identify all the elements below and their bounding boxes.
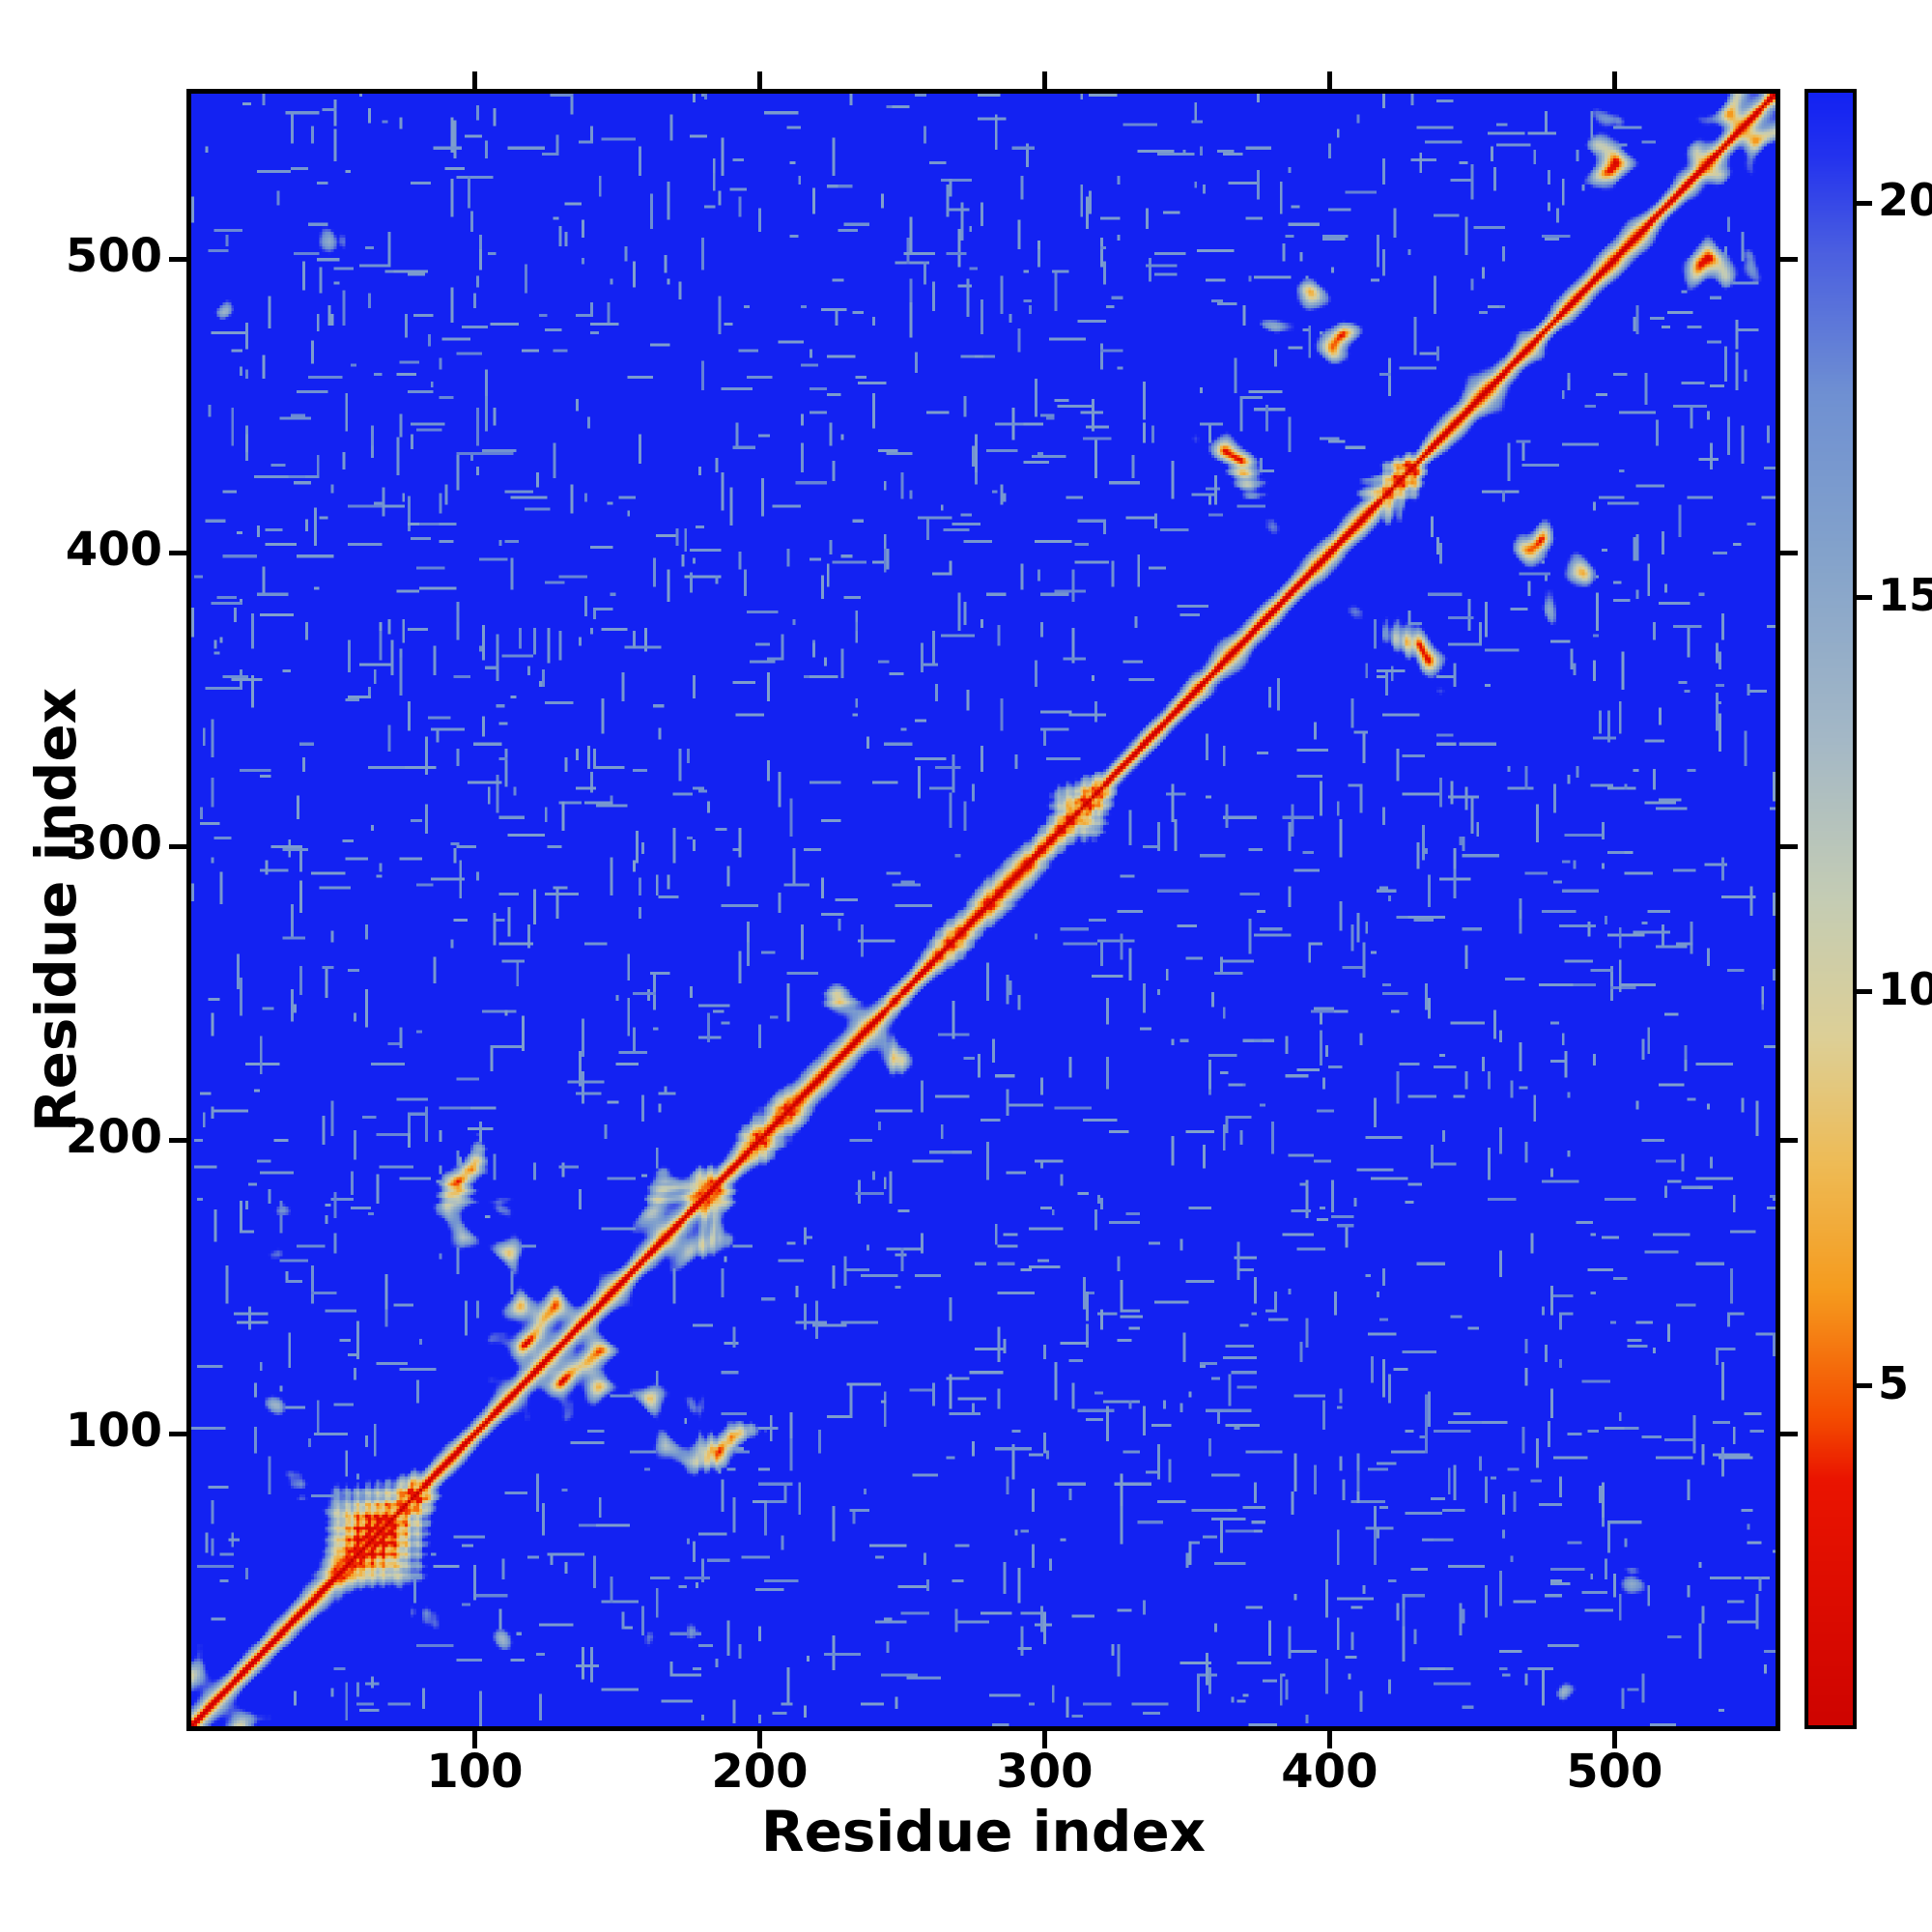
x-tick-label: 500 [1566, 1745, 1663, 1799]
y-tick-label: 300 [65, 815, 162, 870]
x-tick-mark [471, 1731, 477, 1748]
y-tick-mark-right [1780, 257, 1798, 263]
y-tick-mark [169, 257, 186, 263]
colorbar-tick-mark [1857, 1383, 1872, 1389]
y-tick-mark [169, 844, 186, 850]
y-tick-label: 400 [65, 522, 162, 577]
x-tick-mark-top [1326, 71, 1332, 89]
colorbar-tick-label: 5 [1878, 1356, 1910, 1409]
colorbar [1804, 89, 1857, 1729]
colorbar-tick-mark [1857, 989, 1872, 995]
colorbar-tick-mark [1857, 200, 1872, 206]
x-axis-label: Residue index [760, 1799, 1207, 1864]
colorbar-tick-mark [1857, 595, 1872, 600]
y-tick-mark-right [1780, 551, 1798, 556]
x-tick-label: 200 [711, 1745, 809, 1799]
y-tick-mark-right [1780, 1138, 1798, 1144]
x-tick-mark [756, 1731, 762, 1748]
colorbar-tick-label: 20 [1878, 174, 1932, 227]
x-tick-mark-top [756, 71, 762, 89]
y-axis-label: Residue index [23, 687, 89, 1133]
y-tick-mark [169, 1432, 186, 1437]
x-tick-mark [1041, 1731, 1047, 1748]
x-tick-mark-top [1041, 71, 1047, 89]
x-tick-mark-top [1611, 71, 1617, 89]
colorbar-tick-label: 15 [1878, 568, 1932, 621]
heatmap-canvas [191, 94, 1776, 1726]
y-tick-label: 500 [65, 228, 162, 283]
x-tick-mark [1326, 1731, 1332, 1748]
y-tick-label: 100 [65, 1403, 162, 1458]
x-tick-label: 100 [426, 1745, 524, 1799]
plot-area [186, 89, 1780, 1731]
colorbar-tick-label: 10 [1878, 962, 1932, 1015]
y-tick-label: 200 [65, 1109, 162, 1164]
y-tick-mark [169, 1138, 186, 1144]
y-tick-mark-right [1780, 1432, 1798, 1437]
y-tick-mark-right [1780, 844, 1798, 850]
y-tick-mark [169, 551, 186, 556]
x-tick-label: 300 [996, 1745, 1094, 1799]
x-tick-label: 400 [1281, 1745, 1378, 1799]
x-tick-mark-top [471, 71, 477, 89]
x-tick-mark [1611, 1731, 1617, 1748]
colorbar-canvas [1808, 93, 1853, 1725]
